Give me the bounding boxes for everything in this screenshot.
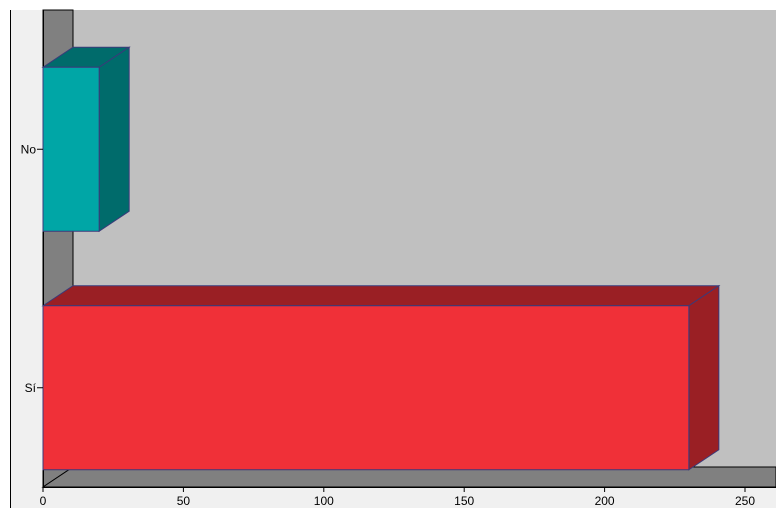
- x-tick-label-250: 250: [735, 494, 755, 508]
- y-tick-label-s: Sí: [25, 381, 37, 395]
- x-tick-label-150: 150: [454, 494, 474, 508]
- bar-side-no: [98, 46, 130, 233]
- bar-top-s: [41, 285, 721, 307]
- bars-layer: [41, 46, 721, 471]
- x-tick-label-0: 0: [40, 494, 47, 508]
- y-tick-label-no: No: [21, 142, 37, 156]
- bar-side-s: [688, 284, 720, 471]
- bar-s: [42, 305, 690, 471]
- x-tick-label-100: 100: [314, 494, 334, 508]
- x-tick-label-50: 50: [177, 494, 191, 508]
- axis-layer: No Sí 0 50 100 150 200 250: [21, 142, 756, 508]
- x-tick-label-200: 200: [595, 494, 615, 508]
- bar-no: [42, 66, 100, 232]
